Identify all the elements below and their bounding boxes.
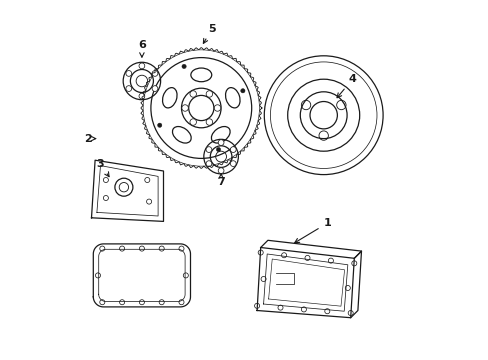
- Text: 2: 2: [84, 134, 96, 144]
- Circle shape: [126, 71, 131, 76]
- Circle shape: [189, 91, 196, 97]
- Circle shape: [240, 89, 244, 93]
- Circle shape: [205, 161, 211, 166]
- Circle shape: [182, 64, 186, 69]
- Text: 7: 7: [217, 174, 224, 187]
- Circle shape: [206, 119, 212, 125]
- Circle shape: [230, 161, 236, 166]
- Circle shape: [152, 86, 158, 91]
- Circle shape: [206, 91, 212, 97]
- Circle shape: [216, 147, 220, 152]
- Circle shape: [218, 168, 224, 174]
- Circle shape: [152, 71, 158, 76]
- Text: 4: 4: [336, 74, 356, 98]
- Text: 6: 6: [138, 40, 145, 57]
- Text: 3: 3: [97, 159, 109, 177]
- Circle shape: [126, 86, 131, 91]
- Circle shape: [230, 147, 236, 153]
- Circle shape: [218, 140, 224, 145]
- Circle shape: [139, 93, 144, 99]
- Circle shape: [157, 123, 162, 127]
- Circle shape: [189, 119, 196, 125]
- Circle shape: [214, 105, 220, 111]
- Text: 5: 5: [203, 24, 216, 43]
- Circle shape: [182, 105, 188, 111]
- Circle shape: [205, 147, 211, 153]
- Circle shape: [139, 63, 144, 69]
- Text: 1: 1: [294, 218, 330, 243]
